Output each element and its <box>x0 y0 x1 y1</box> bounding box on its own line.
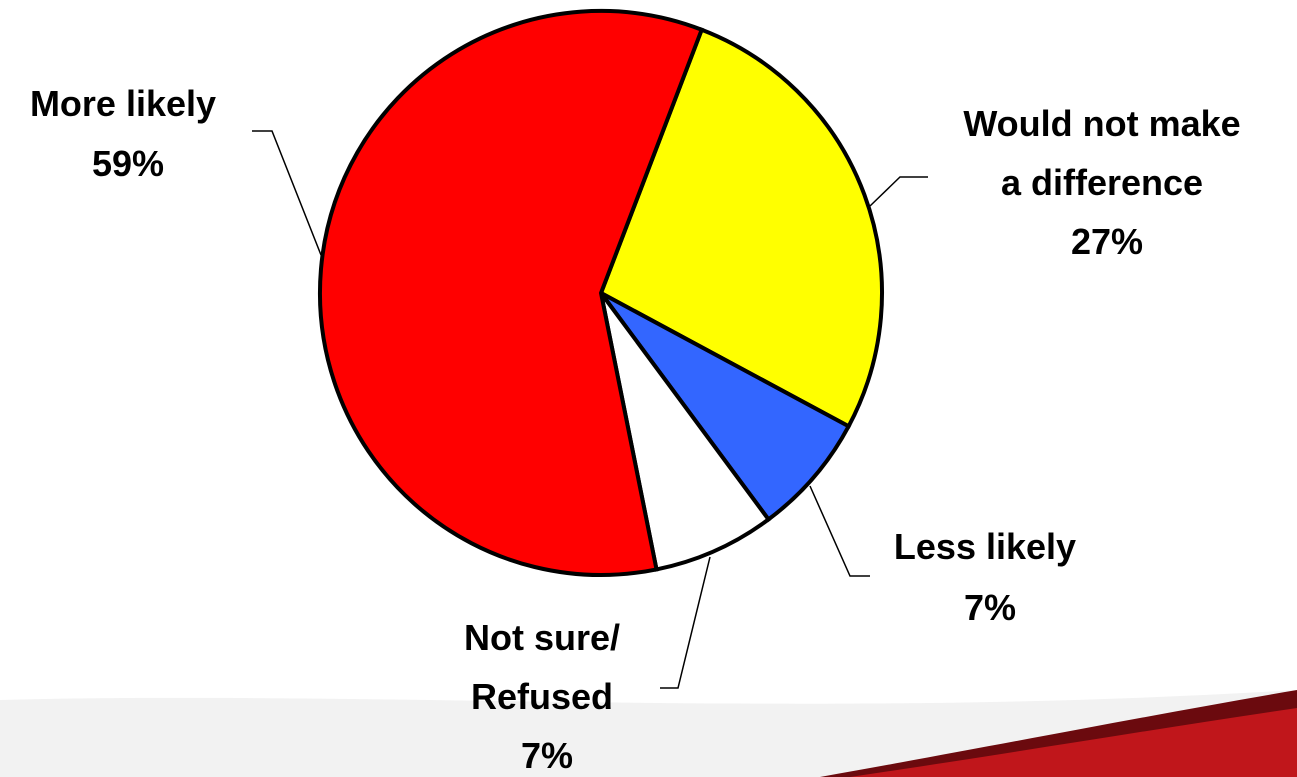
slice-label-less-likely: Less likely 7% <box>894 526 1086 628</box>
leader-line-less-likely <box>809 485 870 577</box>
slice-label-would-not-make-a-difference: Would not make a difference 27% <box>963 103 1250 262</box>
leader-line-not-sure-refused <box>660 556 711 689</box>
pie-slice-more-likely <box>317 9 705 577</box>
decorative-swoosh <box>0 690 1297 777</box>
pie-slices <box>317 9 884 577</box>
slice-label-more-likely: More likely 59% <box>30 83 226 184</box>
leader-line-more-likely <box>252 130 322 256</box>
leader-line-would-not-make-a-difference <box>869 176 928 207</box>
pie-slice-less-likely <box>599 291 852 523</box>
slice-label-not-sure-refused: Not sure/ Refused 7% <box>464 617 630 776</box>
pie-slice-would-not-make-a-difference <box>598 27 884 430</box>
leader-lines <box>252 130 928 689</box>
